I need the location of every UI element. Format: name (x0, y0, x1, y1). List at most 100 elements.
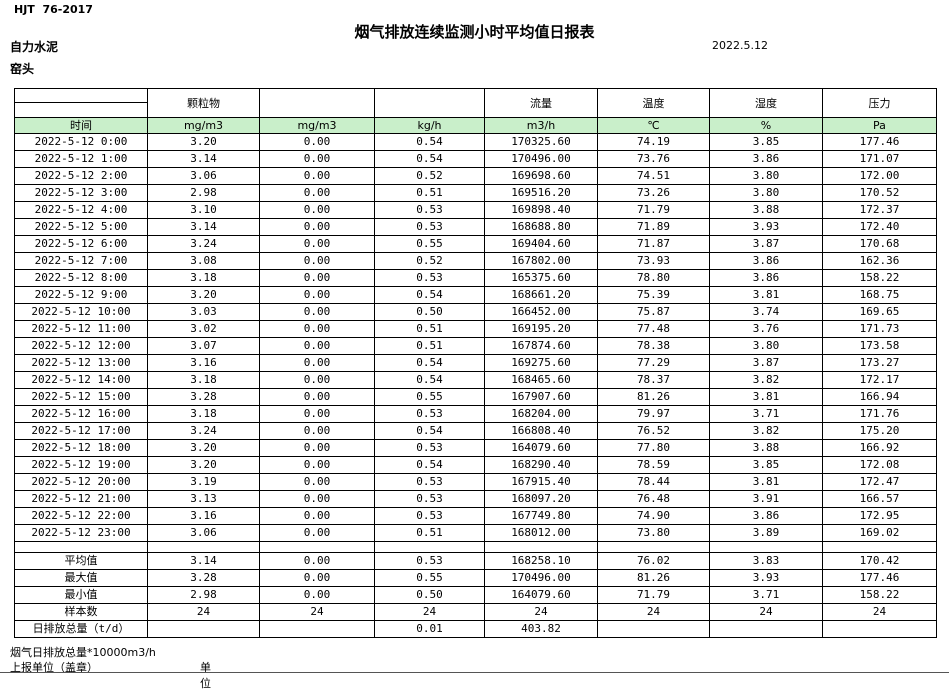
table-row: 2022-5-12 3:00 2.98 0.00 0.51 169516.20 73.26… (14, 184, 937, 202)
report-date: 2022.5.12 (712, 39, 768, 52)
value-cell: 3.14 (147, 218, 260, 236)
footer-note: 烟气日排放总量*10000m3/h (10, 646, 156, 659)
value-cell: 167874.60 (484, 337, 598, 355)
value-cell: 169698.60 (484, 167, 598, 185)
time-cell: 2022-5-12 8:00 (14, 269, 148, 287)
value-cell: 169404.60 (484, 235, 598, 253)
value-cell: 172.00 (822, 167, 937, 185)
spacer-cell (709, 541, 823, 553)
value-cell: 3.18 (147, 405, 260, 423)
value-cell (709, 620, 823, 638)
spacer-row (14, 541, 937, 553)
value-cell (597, 620, 710, 638)
time-cell: 2022-5-12 17:00 (14, 422, 148, 440)
value-cell: 166808.40 (484, 422, 598, 440)
time-cell: 2022-5-12 18:00 (14, 439, 148, 457)
value-cell: 77.80 (597, 439, 710, 457)
table-row: 2022-5-12 8:00 3.18 0.00 0.53 165375.60 78.80… (14, 269, 937, 287)
summary-row: 样本数 24 24 24 24 24 24 24 (14, 603, 937, 621)
time-cell: 2022-5-12 14:00 (14, 371, 148, 389)
value-cell: 168465.60 (484, 371, 598, 389)
value-cell: 71.87 (597, 235, 710, 253)
value-cell: 74.51 (597, 167, 710, 185)
time-cell: 2022-5-12 1:00 (14, 150, 148, 168)
value-cell: 169275.60 (484, 354, 598, 372)
table-row: 2022-5-12 23:00 3.06 0.00 0.51 168012.00 73.8… (14, 524, 937, 542)
value-cell: 76.52 (597, 422, 710, 440)
table-row: 2022-5-12 5:00 3.14 0.00 0.53 168688.80 71.89… (14, 218, 937, 236)
value-cell: 172.17 (822, 371, 937, 389)
table-row: 2022-5-12 11:00 3.02 0.00 0.51 169195.20 77.4… (14, 320, 937, 338)
value-cell: 403.82 (484, 620, 598, 638)
value-cell: 0.51 (374, 184, 485, 202)
value-cell: 0.53 (374, 218, 485, 236)
value-cell: 3.74 (709, 303, 823, 321)
spacer-cell (484, 541, 598, 553)
value-cell: 3.88 (709, 439, 823, 457)
value-cell: 177.46 (822, 569, 937, 587)
units-cell-kgh: kg/h (374, 117, 485, 134)
value-cell: 0.00 (259, 507, 375, 525)
value-cell: 168688.80 (484, 218, 598, 236)
summary-row: 平均值 3.14 0.00 0.53 168258.10 76.02 3.83 170.42 (14, 552, 937, 570)
value-cell: 171.07 (822, 150, 937, 168)
value-cell: 0.55 (374, 388, 485, 406)
value-cell: 3.82 (709, 371, 823, 389)
time-cell: 2022-5-12 23:00 (14, 524, 148, 542)
value-cell: 168661.20 (484, 286, 598, 304)
value-cell: 0.50 (374, 303, 485, 321)
value-cell: 0.54 (374, 354, 485, 372)
value-cell: 73.76 (597, 150, 710, 168)
value-cell: 3.14 (147, 552, 260, 570)
value-cell: 172.95 (822, 507, 937, 525)
time-cell: 2022-5-12 6:00 (14, 235, 148, 253)
value-cell: 3.93 (709, 218, 823, 236)
value-cell: 3.85 (709, 456, 823, 474)
value-cell: 3.08 (147, 252, 260, 270)
value-cell: 0.55 (374, 569, 485, 587)
value-cell: 170.42 (822, 552, 937, 570)
value-cell: 0.00 (259, 524, 375, 542)
value-cell: 0.00 (259, 371, 375, 389)
time-cell: 2022-5-12 5:00 (14, 218, 148, 236)
value-cell: 81.26 (597, 569, 710, 587)
bottom-divider (0, 672, 949, 673)
value-cell: 172.08 (822, 456, 937, 474)
value-cell: 168258.10 (484, 552, 598, 570)
value-cell: 165375.60 (484, 269, 598, 287)
value-cell: 169898.40 (484, 201, 598, 219)
value-cell: 166.94 (822, 388, 937, 406)
value-cell: 172.47 (822, 473, 937, 491)
table-row: 2022-5-12 14:00 3.18 0.00 0.54 168465.60 78.3… (14, 371, 937, 389)
spacer-cell (14, 541, 148, 553)
value-cell: 166.92 (822, 439, 937, 457)
value-cell: 170325.60 (484, 133, 598, 151)
table-row: 2022-5-12 0:00 3.20 0.00 0.54 170325.60 74.19… (14, 133, 937, 151)
header-cell-temperature: 温度 (597, 88, 710, 118)
header-cell-empty-top (14, 88, 148, 103)
table-row: 2022-5-12 6:00 3.24 0.00 0.55 169404.60 71.87… (14, 235, 937, 253)
value-cell: 168290.40 (484, 456, 598, 474)
value-cell: 3.18 (147, 269, 260, 287)
value-cell: 177.46 (822, 133, 937, 151)
value-cell (147, 620, 260, 638)
table-row: 2022-5-12 4:00 3.10 0.00 0.53 169898.40 71.79… (14, 201, 937, 219)
value-cell: 168.75 (822, 286, 937, 304)
value-cell: 0.00 (259, 552, 375, 570)
value-cell: 0.53 (374, 507, 485, 525)
value-cell: 0.55 (374, 235, 485, 253)
summary-label-cell: 最小值 (14, 586, 148, 604)
value-cell: 0.00 (259, 133, 375, 151)
units-row: 时间 mg/m3 mg/m3 kg/h m3/h ℃ % Pa (14, 117, 937, 134)
value-cell: 3.28 (147, 569, 260, 587)
table-row: 2022-5-12 15:00 3.28 0.00 0.55 167907.60 81.2… (14, 388, 937, 406)
value-cell: 3.10 (147, 201, 260, 219)
value-cell: 0.00 (259, 167, 375, 185)
value-cell: 3.88 (709, 201, 823, 219)
value-cell: 0.00 (259, 586, 375, 604)
value-cell: 0.00 (259, 354, 375, 372)
units-cell-time: 时间 (14, 117, 148, 134)
table-row: 2022-5-12 16:00 3.18 0.00 0.53 168204.00 79.9… (14, 405, 937, 423)
value-cell: 0.00 (259, 184, 375, 202)
value-cell: 166.57 (822, 490, 937, 508)
